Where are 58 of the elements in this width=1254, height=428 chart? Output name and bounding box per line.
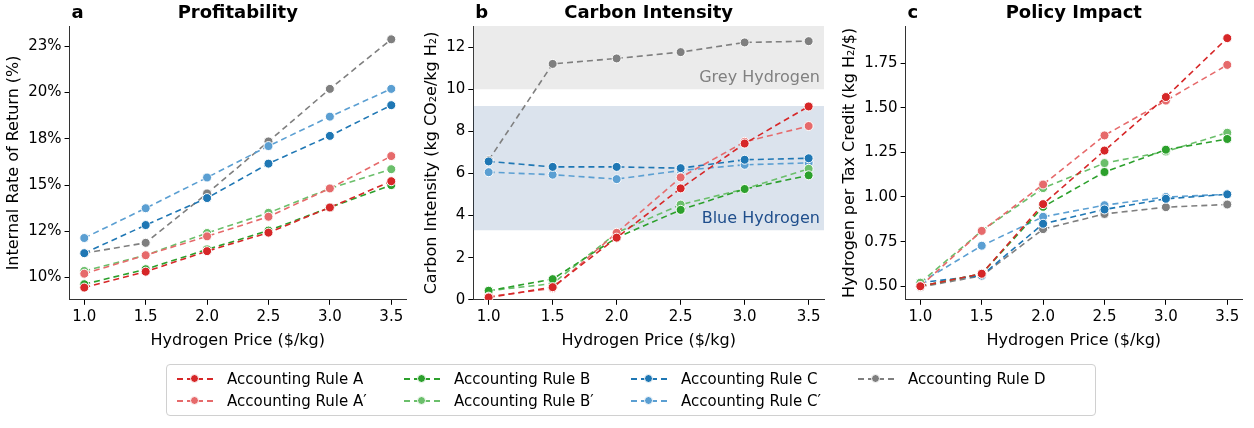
x-tick-label: 3.0 — [732, 306, 757, 325]
y-tick-label: 2 — [455, 247, 466, 266]
y-axis-title: Hydrogen per Tax Credit (kg H₂/$) — [838, 27, 858, 299]
x-tick-label: 1.0 — [476, 306, 501, 325]
x-tick-label: 2.0 — [195, 306, 219, 325]
legend-label: Accounting Rule D — [908, 370, 1046, 388]
y-tick-label: 10 — [446, 79, 466, 98]
text: a — [71, 0, 84, 22]
legend-label: Accounting Rule C′ — [681, 392, 821, 410]
band-label: Blue Hydrogen — [701, 208, 820, 228]
band-label: Grey Hydrogen — [699, 67, 820, 87]
x-tick-label: 1.5 — [969, 306, 994, 325]
x-tick-label: 2.0 — [1031, 306, 1056, 325]
y-tick-label: 1.75 — [864, 53, 898, 72]
x-tick-label: 2.5 — [668, 306, 693, 325]
y-tick-label: 12% — [28, 221, 62, 240]
text: b — [475, 0, 489, 22]
legend-label: Accounting Rule C — [681, 370, 818, 388]
x-tick-label: 3.0 — [317, 306, 342, 325]
x-axis-title: Hydrogen Price ($/kg) — [150, 329, 326, 349]
y-tick-label: 8 — [455, 121, 466, 140]
x-tick-label: 2.0 — [604, 306, 629, 325]
legend-label: Accounting Rule A — [227, 370, 364, 388]
y-tick-label: 0.75 — [864, 231, 898, 250]
y-tick-label: 4 — [455, 205, 466, 224]
x-tick-label: 2.5 — [256, 306, 281, 325]
x-tick-label: 2.5 — [1092, 306, 1117, 325]
legend-label: Accounting Rule B′ — [454, 392, 594, 410]
legend-label: Accounting Rule A′ — [227, 392, 367, 410]
legend-label: Accounting Rule B — [454, 370, 591, 388]
x-tick-label: 3.5 — [379, 306, 404, 325]
y-axis-title: Carbon Intensity (kg CO₂e/kg H₂) — [420, 31, 440, 295]
y-tick-label: 10% — [28, 267, 62, 286]
y-tick-label: 6 — [455, 163, 466, 182]
y-tick-label: 1.50 — [864, 97, 898, 116]
x-tick-label: 3.5 — [1215, 306, 1240, 325]
y-axis-title: Internal Rate of Return (%) — [2, 55, 22, 271]
x-axis-title: Hydrogen Price ($/kg) — [561, 329, 736, 349]
chart-title: Profitability — [177, 0, 299, 22]
y-tick-label: 1.25 — [864, 142, 898, 161]
x-tick-label: 3.5 — [796, 306, 821, 325]
x-tick-label: 1.5 — [540, 306, 565, 325]
chart-title: Carbon Intensity — [564, 0, 734, 22]
y-tick-label: 0.50 — [864, 276, 898, 295]
y-tick-label: 18% — [28, 128, 62, 147]
y-tick-label: 20% — [28, 82, 62, 101]
x-axis-title: Hydrogen Price ($/kg) — [986, 329, 1162, 349]
y-tick-label: 23% — [28, 36, 62, 55]
y-tick-label: 0 — [455, 289, 466, 308]
text: c — [907, 0, 919, 22]
y-tick-label: 1.00 — [864, 186, 898, 205]
chart-title: Policy Impact — [1005, 0, 1143, 22]
x-tick-label: 1.0 — [908, 306, 933, 325]
x-tick-label: 3.0 — [1153, 306, 1178, 325]
y-tick-label: 12 — [446, 36, 466, 55]
x-tick-label: 1.0 — [72, 306, 97, 325]
y-tick-label: 15% — [28, 174, 62, 193]
x-tick-label: 1.5 — [133, 306, 158, 325]
